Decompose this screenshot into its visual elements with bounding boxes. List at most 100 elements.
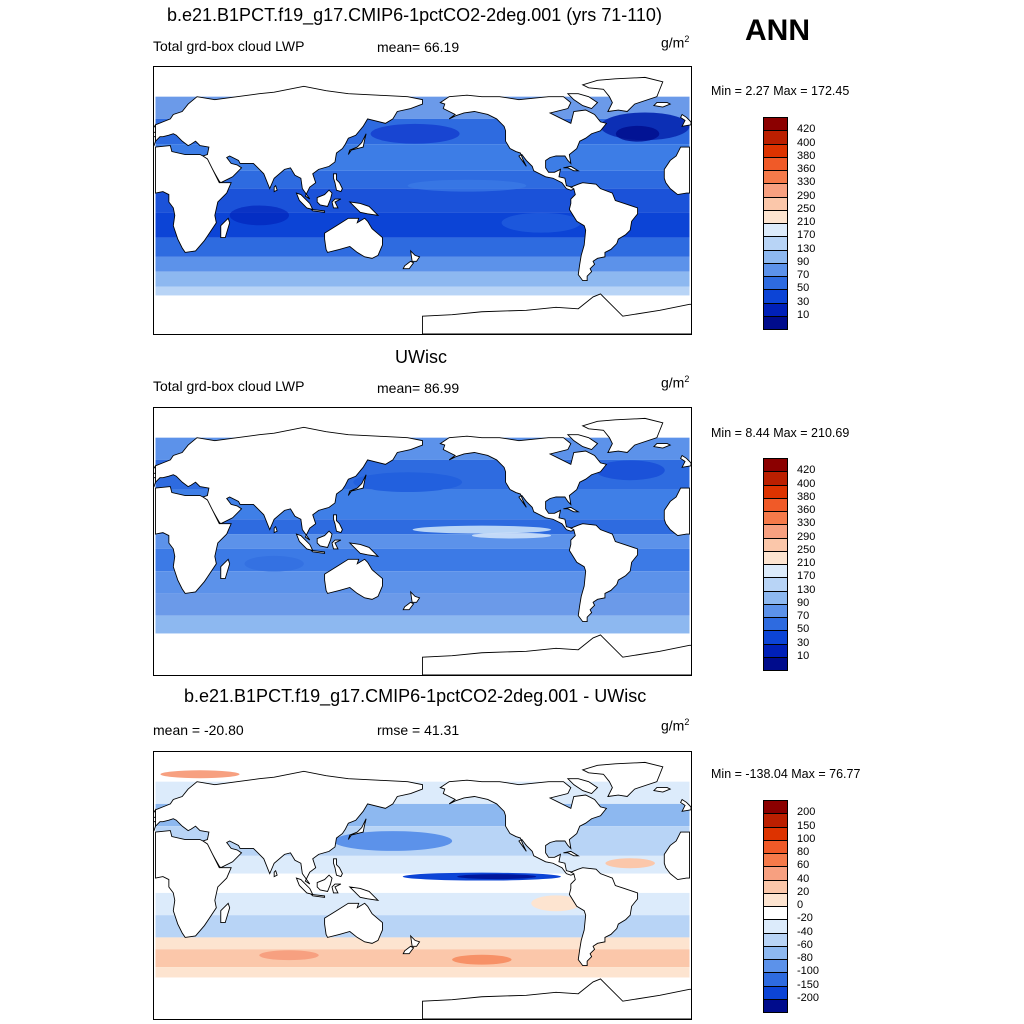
colorbar-swatch	[763, 183, 788, 198]
colorbar-tick-label: 290	[797, 530, 816, 543]
colorbar-tick-label: -20	[797, 912, 813, 925]
coastline	[680, 454, 691, 468]
colorbar-tick-label: 10	[797, 308, 810, 321]
colorbar-tick-label: 360	[797, 504, 816, 516]
map-diff	[154, 761, 691, 1019]
coastline	[410, 934, 421, 947]
minmax-label-obs: Min = 8.44 Max = 210.69	[711, 426, 850, 440]
colorbar-swatch	[763, 906, 788, 921]
coastline	[680, 113, 691, 127]
colorbar-tick-label: 10	[797, 649, 810, 662]
colorbar-swatch	[763, 826, 788, 841]
field-band	[155, 519, 690, 535]
coastline	[680, 798, 691, 812]
field-band	[155, 615, 690, 634]
colorbar-tick-label: 90	[797, 596, 810, 609]
panel-title-model: b.e21.B1PCT.f19_g17.CMIP6-1pctCO2-2deg.0…	[167, 5, 662, 25]
coastline	[333, 514, 343, 534]
colorbar-tick-label: -40	[797, 925, 813, 938]
coastline	[324, 217, 383, 259]
coastline	[581, 761, 664, 798]
colorbar-tick-label: -200	[797, 991, 820, 1004]
colorbar-swatch	[763, 276, 788, 291]
variable-label-model: Total grd-box cloud LWP	[153, 38, 305, 54]
colorbar-swatch	[763, 813, 788, 828]
colorbar-tick-label: 50	[797, 623, 810, 636]
colorbar-swatch	[763, 839, 788, 854]
coastline	[402, 945, 415, 955]
field-blob	[615, 125, 660, 142]
colorbar-tick-label: 100	[797, 832, 816, 845]
minmax-label-model: Min = 2.27 Max = 172.45	[711, 84, 850, 98]
coastline	[652, 787, 672, 793]
colorbar-tick-label: 380	[797, 490, 816, 503]
colorbar-swatch	[763, 130, 788, 145]
coastline	[331, 883, 342, 894]
coastline	[333, 173, 343, 193]
colorbar-tick-label: 290	[797, 189, 816, 202]
colorbar-swatch	[763, 577, 788, 592]
field-blob	[412, 525, 552, 534]
colorbar-tick-label: 0	[797, 899, 804, 911]
coastline	[316, 530, 333, 548]
season-label: ANN	[745, 14, 810, 47]
coastline	[422, 293, 691, 334]
field-blob	[370, 123, 460, 144]
colorbar-swatch	[763, 524, 788, 539]
map-model	[154, 76, 691, 334]
colorbar-tick-label: 330	[797, 176, 816, 189]
colorbar-swatch	[763, 302, 788, 317]
colorbar-tick-label: 420	[797, 123, 816, 136]
colorbar-tick-label: 170	[797, 570, 816, 583]
field-blob	[501, 212, 581, 233]
coastline	[348, 201, 380, 216]
coastline	[568, 867, 639, 967]
coastline	[155, 426, 423, 541]
colorbar-tick-label: 70	[797, 269, 810, 281]
colorbar-swatch	[763, 143, 788, 158]
field-blob	[229, 205, 289, 226]
coastline	[347, 474, 367, 496]
field-band	[155, 534, 690, 549]
colorbar-tick-label: 210	[797, 216, 816, 228]
colorbar-swatch	[763, 945, 788, 960]
coastline	[154, 477, 156, 488]
field-blob	[407, 179, 527, 192]
colorbar-swatch	[763, 497, 788, 512]
colorbar-tick-label: 130	[797, 242, 816, 255]
coastline	[154, 464, 156, 474]
variable-label-obs: Total grd-box cloud LWP	[153, 378, 305, 394]
colorbar-swatch	[763, 156, 788, 171]
colorbar-tick-label: 250	[797, 202, 816, 215]
field-band	[155, 949, 690, 968]
coastline	[568, 182, 639, 282]
colorbar-tick-label: 360	[797, 163, 816, 175]
field-blob	[452, 954, 512, 965]
coastline	[155, 770, 423, 885]
colorbar-tick-label: 400	[797, 477, 816, 490]
coastline	[663, 831, 690, 881]
field-band	[155, 188, 690, 213]
coastline	[422, 634, 691, 675]
coastline	[402, 260, 415, 270]
coastline	[220, 558, 231, 580]
coastline	[410, 249, 421, 262]
field-band	[155, 271, 690, 287]
coastline	[331, 539, 342, 550]
coastline	[581, 417, 664, 454]
colorbar-tick-label: -60	[797, 938, 813, 951]
minmax-label-diff: Min = -138.04 Max = 76.77	[711, 767, 861, 781]
field-band	[155, 915, 690, 938]
field-blob	[353, 472, 463, 493]
colorbar-swatch	[763, 590, 788, 605]
coastline	[220, 217, 231, 239]
colorbar-swatch	[763, 315, 788, 330]
coastline	[439, 779, 608, 876]
colorbar-swatch	[763, 630, 788, 645]
field-blob	[160, 770, 240, 779]
coastline	[273, 525, 278, 534]
colorbar-swatch	[763, 998, 788, 1013]
coastline	[333, 858, 343, 878]
colorbar-swatch	[763, 853, 788, 868]
colorbar-model: 420 400 380 360 330 290 250 210 170 130 90 70 50 30 10	[763, 117, 843, 330]
